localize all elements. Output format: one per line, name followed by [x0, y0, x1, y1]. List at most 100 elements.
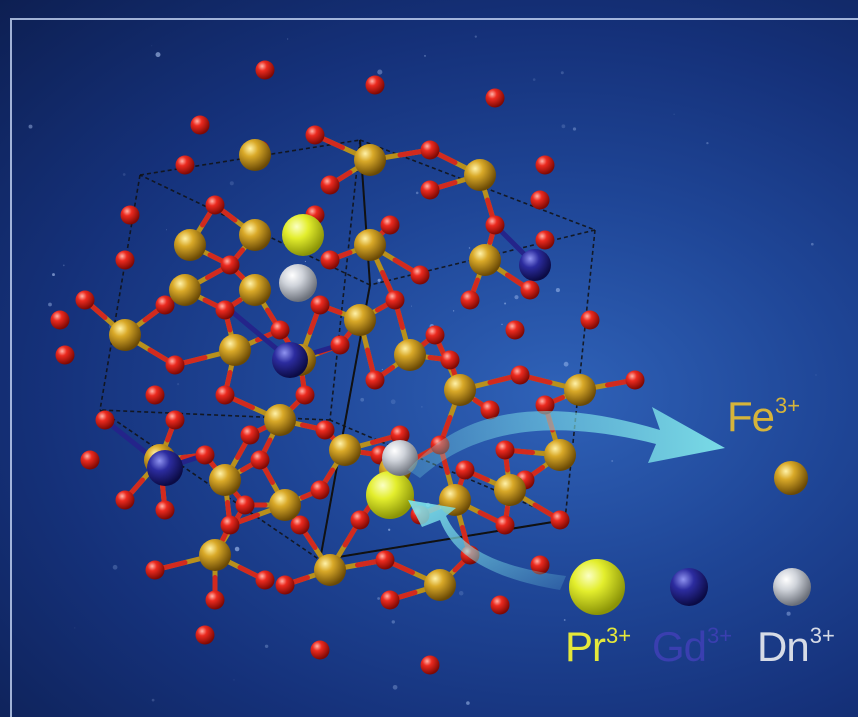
oxygen-atom: [275, 575, 295, 595]
oxygen-atom: [530, 555, 550, 575]
gd-ion-label: Gd3+: [652, 625, 732, 668]
sparkle: [151, 698, 155, 702]
oxygen-atom: [485, 88, 505, 108]
oxygen-atom: [115, 490, 135, 510]
sparkle: [381, 368, 383, 370]
fe-atom: [269, 489, 301, 521]
legend-fe-atom: [774, 461, 808, 495]
oxygen-atom: [145, 560, 165, 580]
sparkle: [304, 260, 306, 263]
oxygen-atom: [425, 325, 445, 345]
fe-atom: [564, 374, 596, 406]
fe-atom: [209, 464, 241, 496]
oxygen-atom: [195, 625, 215, 645]
sparkle: [474, 35, 477, 38]
fe-atom: [424, 569, 456, 601]
sparkle: [673, 113, 675, 116]
oxygen-atom: [80, 450, 100, 470]
oxygen-atom: [145, 385, 165, 405]
oxygen-atom: [510, 365, 530, 385]
oxygen-atom: [295, 385, 315, 405]
oxygen-atom: [215, 300, 235, 320]
legend-pr-atom: [569, 559, 625, 615]
fe-atom: [344, 304, 376, 336]
sparkle: [706, 141, 709, 145]
oxygen-atom: [205, 195, 225, 215]
sparkle: [452, 310, 455, 312]
sparkle: [377, 69, 383, 75]
oxygen-atom: [520, 280, 540, 300]
oxygen-atom: [255, 570, 275, 590]
sparkle: [264, 644, 269, 649]
oxygen-atom: [535, 230, 555, 250]
sparkle: [360, 397, 365, 402]
fe-atom: [329, 434, 361, 466]
fe-atom: [464, 159, 496, 191]
sparkle: [166, 229, 167, 231]
oxygen-atom: [190, 115, 210, 135]
atom-layer: [50, 60, 645, 675]
sparkle: [151, 45, 153, 47]
oxygen-atom: [255, 60, 275, 80]
oxygen-atom: [505, 320, 525, 340]
sparkle: [411, 305, 412, 307]
gd-charge: 3+: [707, 623, 733, 648]
oxygen-atom: [310, 295, 330, 315]
oxygen-atom: [120, 205, 140, 225]
oxygen-atom: [75, 290, 95, 310]
oxygen-atom: [420, 140, 440, 160]
oxygen-atom: [420, 180, 440, 200]
sparkle: [501, 323, 503, 325]
oxygen-atom: [155, 295, 175, 315]
sparkle: [28, 124, 33, 129]
dn-atom: [382, 440, 418, 476]
oxygen-atom: [50, 310, 70, 330]
oxygen-atom: [350, 510, 370, 530]
oxygen-atom: [290, 515, 310, 535]
oxygen-atom: [250, 450, 270, 470]
sparkle: [815, 374, 817, 376]
sparkle: [563, 619, 566, 621]
sparkle: [52, 273, 55, 277]
sparkle: [561, 124, 566, 129]
oxygen-atom: [165, 355, 185, 375]
outgoing-fe-arrow: [408, 407, 725, 478]
dn-ion-label: Dn3+: [757, 625, 835, 668]
sparkle: [388, 528, 391, 531]
sparkle: [572, 127, 577, 131]
sparkle: [514, 295, 519, 300]
oxygen-atom: [320, 250, 340, 270]
sparkle: [415, 191, 419, 195]
oxygen-atom: [495, 515, 515, 535]
sparkle: [555, 288, 560, 293]
fe-charge: 3+: [775, 393, 801, 418]
dn-symbol: Dn: [757, 623, 810, 670]
pr-atom: [282, 214, 324, 256]
oxygen-atom: [380, 590, 400, 610]
oxygen-atom: [490, 595, 510, 615]
oxygen-atom: [390, 425, 410, 445]
sparkle: [458, 590, 464, 596]
oxygen-atom: [310, 640, 330, 660]
fe-atom: [109, 319, 141, 351]
oxygen-atom: [240, 425, 260, 445]
sparkle: [74, 627, 76, 629]
oxygen-atom: [365, 370, 385, 390]
legend-dn-atom: [773, 568, 811, 606]
fe-atom: [219, 334, 251, 366]
sparkle: [390, 399, 396, 405]
gd-atom: [272, 342, 308, 378]
fe-atom: [469, 244, 501, 276]
exchange-arrows: [408, 407, 725, 590]
oxygen-atom: [330, 335, 350, 355]
sparkle: [391, 620, 395, 624]
oxygen-atom: [270, 320, 290, 340]
oxygen-atom: [495, 440, 515, 460]
oxygen-atom: [440, 350, 460, 370]
oxygen-atom: [480, 400, 500, 420]
fe-symbol: Fe: [727, 393, 775, 440]
sparkle: [760, 411, 762, 413]
oxygen-atom: [580, 310, 600, 330]
oxygen-atom: [385, 290, 405, 310]
